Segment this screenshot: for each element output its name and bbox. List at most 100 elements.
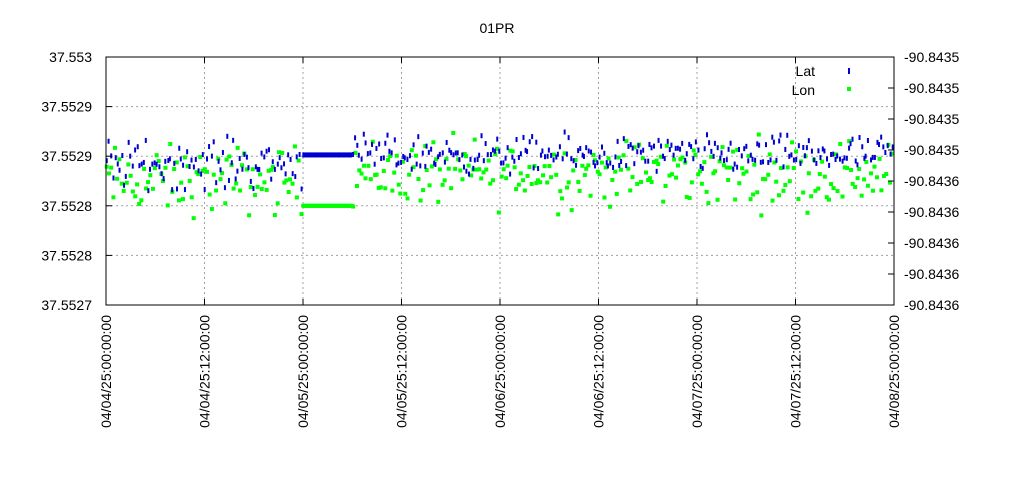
lon-point: [549, 175, 554, 180]
lon-point: [156, 159, 161, 164]
lat-point: [480, 133, 483, 139]
lon-point: [115, 176, 120, 181]
lon-point: [599, 160, 604, 165]
lat-point: [424, 163, 427, 169]
lon-point: [282, 180, 287, 185]
lon-point: [845, 166, 850, 171]
lat-point: [790, 152, 793, 158]
lon-point: [857, 167, 862, 172]
lon-point: [806, 171, 811, 176]
lon-point: [678, 157, 683, 162]
lon-point: [451, 130, 456, 135]
lon-point: [493, 152, 498, 157]
lat-point: [307, 152, 310, 158]
y-right-tick-label: -90.8435: [904, 49, 959, 65]
lat-point: [749, 152, 752, 158]
lat-point: [147, 188, 150, 194]
lat-point: [325, 152, 328, 158]
lon-point: [444, 156, 449, 161]
lon-point: [429, 164, 434, 169]
lat-point: [848, 145, 851, 151]
lon-point: [486, 158, 491, 163]
lon-point: [573, 157, 578, 162]
y-right-tick-label: -90.8435: [904, 80, 959, 96]
lat-point: [320, 152, 323, 158]
y-right-tick-label: -90.8435: [904, 111, 959, 127]
lon-point: [569, 208, 574, 213]
x-tick-label: 04/04/25:12:00:00: [197, 315, 213, 428]
lon-point: [207, 192, 212, 197]
lat-point: [461, 152, 464, 158]
lon-point: [185, 164, 190, 169]
lat-point: [238, 155, 241, 161]
lat-point: [805, 145, 808, 151]
lon-point: [126, 162, 131, 167]
lat-point: [123, 182, 126, 188]
lon-point: [592, 158, 597, 163]
lat-point: [197, 168, 200, 174]
lon-point: [359, 171, 364, 176]
lon-point: [597, 172, 602, 177]
lat-point: [271, 159, 274, 165]
lat-point: [315, 152, 318, 158]
lat-point: [300, 186, 303, 192]
lat-point: [648, 141, 651, 147]
lat-point: [845, 155, 848, 161]
lat-point: [226, 133, 229, 139]
lat-point: [672, 152, 675, 158]
lon-point: [179, 180, 184, 185]
lat-point: [522, 134, 525, 140]
lat-point: [129, 153, 132, 159]
lat-point: [716, 145, 719, 151]
lon-point: [689, 180, 694, 185]
lon-point: [250, 167, 255, 172]
lat-point: [792, 157, 795, 163]
lat-point: [425, 143, 428, 149]
legend-label-lat: Lat: [796, 63, 816, 79]
lat-point: [502, 160, 505, 166]
lat-point: [486, 152, 489, 158]
lon-point: [715, 197, 720, 202]
lon-point: [746, 153, 751, 158]
lon-point: [247, 213, 252, 218]
lon-point: [128, 173, 133, 178]
lat-point: [153, 160, 156, 166]
lat-point: [221, 149, 224, 155]
lat-point: [276, 161, 279, 167]
lon-point: [726, 178, 731, 183]
lat-point: [151, 161, 154, 167]
lat-point: [124, 173, 127, 179]
lat-point: [786, 132, 789, 138]
lon-point: [889, 151, 894, 156]
x-tick-label: 04/07/25:00:00:00: [689, 315, 705, 428]
lon-point: [109, 165, 114, 170]
lat-point: [764, 142, 767, 148]
lon-point: [618, 167, 623, 172]
lon-point: [855, 176, 860, 181]
lat-point: [352, 151, 355, 157]
series-lon-points: [104, 130, 894, 221]
lon-point: [613, 169, 618, 174]
lon-point: [437, 167, 442, 172]
lat-point: [743, 146, 746, 152]
lat-point: [448, 147, 451, 153]
lat-point: [366, 151, 369, 157]
lon-point: [663, 183, 668, 188]
lon-point: [658, 154, 663, 159]
lat-point: [500, 160, 503, 166]
lat-point: [644, 158, 647, 164]
lat-point: [155, 161, 158, 167]
lat-point: [232, 137, 235, 143]
lon-point: [630, 175, 635, 180]
lon-point: [235, 145, 240, 150]
lat-point: [799, 160, 802, 166]
y-left-tick-label: 37.5528: [41, 198, 92, 214]
lon-point: [449, 186, 454, 191]
lat-point: [795, 157, 798, 163]
lon-point: [684, 195, 689, 200]
lon-point: [258, 172, 263, 177]
lon-point: [505, 163, 510, 168]
lat-point: [468, 171, 471, 177]
lat-point: [684, 157, 687, 163]
lat-point: [541, 148, 544, 154]
